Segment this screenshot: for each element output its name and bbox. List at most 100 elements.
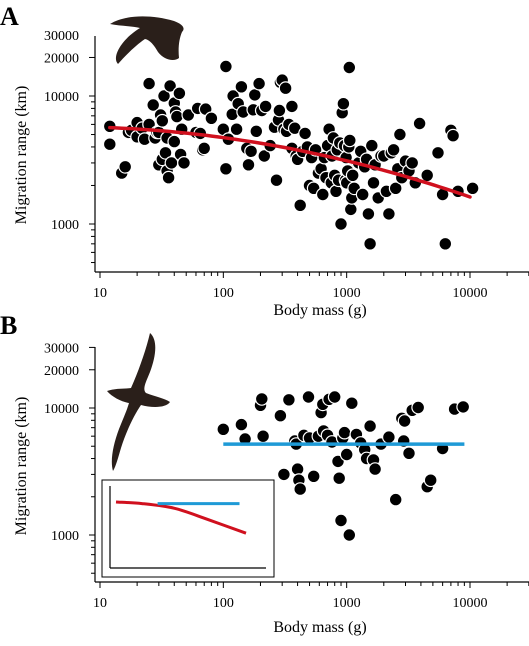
y-tick-label-a: 10000 <box>44 90 79 105</box>
y-tick-label-b: 1000 <box>51 529 79 544</box>
albatross-icon <box>107 333 170 471</box>
data-point <box>181 108 196 122</box>
data-point <box>197 141 212 156</box>
x-tick-label-b: 100 <box>213 596 234 611</box>
data-point <box>241 157 256 172</box>
data-point <box>339 447 354 462</box>
panel-letter-b: B <box>0 311 17 340</box>
data-point <box>402 446 416 461</box>
data-point <box>344 396 359 411</box>
panel-letter-a: A <box>0 2 19 31</box>
y-tick-label-b: 20000 <box>44 364 79 379</box>
data-point <box>146 98 161 112</box>
data-point <box>234 417 249 432</box>
data-point <box>397 414 412 428</box>
data-point <box>315 187 330 202</box>
data-point <box>363 419 378 434</box>
axes-b: 10 100 1000 10000 1000 10000 20000 30000 <box>44 341 529 611</box>
data-point <box>334 217 348 231</box>
inset-comparison <box>101 479 275 578</box>
data-point <box>158 145 173 160</box>
inset-lines <box>115 500 247 535</box>
trend-line-red <box>108 125 472 199</box>
data-point <box>118 159 133 174</box>
data-point <box>172 86 187 101</box>
data-point <box>329 184 343 199</box>
data-point <box>254 392 269 406</box>
data-point <box>298 126 313 141</box>
data-point <box>431 145 445 160</box>
flying-bird-icon <box>110 16 184 64</box>
data-point <box>216 422 231 437</box>
data-point <box>382 430 396 445</box>
data-point <box>272 103 287 118</box>
data-point <box>293 482 308 497</box>
data-point <box>218 161 233 176</box>
data-point <box>332 471 347 486</box>
data-point <box>244 144 259 159</box>
data-point <box>155 113 170 128</box>
data-point <box>167 134 182 149</box>
data-point <box>405 155 420 170</box>
data-point <box>273 408 288 423</box>
data-point <box>423 473 438 488</box>
data-point <box>277 467 291 482</box>
data-point <box>343 202 358 217</box>
x-axis-title-a: Body mass (g) <box>273 302 366 319</box>
data-point <box>258 99 273 114</box>
y-tick-label-a: 30000 <box>44 29 79 44</box>
data-point <box>345 168 360 183</box>
panel-b: B 10 100 1000 10000 1000 10000 20000 30000 Body… <box>0 311 529 636</box>
axes-a: 10 100 1000 10000 1000 10000 20000 30000 <box>44 29 529 301</box>
data-point <box>204 111 219 126</box>
data-point <box>446 128 461 143</box>
data-point <box>293 198 308 213</box>
y-axis-title-a: Migration range (km) <box>13 86 30 225</box>
data-point <box>169 109 184 124</box>
data-point <box>388 492 403 507</box>
data-point <box>355 187 370 202</box>
y-tick-label-b: 10000 <box>44 402 79 417</box>
data-point <box>337 425 352 440</box>
data-point <box>342 133 357 148</box>
x-tick-label-a: 1000 <box>333 286 361 301</box>
data-point <box>249 124 264 139</box>
data-point <box>269 173 284 188</box>
x-axis-title-b: Body mass (g) <box>273 619 366 636</box>
x-tick-label-b: 10 <box>93 596 107 611</box>
data-point <box>229 122 244 137</box>
data-point <box>382 206 396 221</box>
data-points-a <box>102 59 480 251</box>
data-point <box>218 59 233 74</box>
data-point <box>363 236 378 251</box>
x-tick-label-a: 100 <box>213 286 234 301</box>
data-point <box>301 390 316 404</box>
data-point <box>285 99 299 114</box>
x-tick-label-a: 10 <box>93 286 107 301</box>
y-tick-label-b: 30000 <box>44 341 79 356</box>
data-point <box>364 138 379 153</box>
x-tick-label-b: 1000 <box>333 596 361 611</box>
data-point <box>342 60 357 75</box>
data-point <box>393 127 407 142</box>
data-point <box>177 155 191 170</box>
data-point <box>336 96 351 111</box>
y-axis-title-b: Migration range (km) <box>13 397 30 536</box>
data-point <box>412 116 427 131</box>
x-tick-label-b: 10000 <box>453 596 488 611</box>
data-point <box>257 149 272 163</box>
data-point <box>161 170 176 185</box>
data-point <box>142 76 157 91</box>
data-point <box>256 429 271 444</box>
y-tick-label-a: 1000 <box>51 218 79 233</box>
data-point <box>163 78 178 93</box>
data-point <box>368 462 383 477</box>
inset-red-line <box>115 500 247 535</box>
data-point <box>411 400 426 415</box>
y-tick-label-a: 20000 <box>44 51 79 66</box>
data-point <box>327 390 342 404</box>
data-point <box>456 400 471 414</box>
data-point <box>361 206 376 221</box>
inset-frame <box>101 479 275 578</box>
